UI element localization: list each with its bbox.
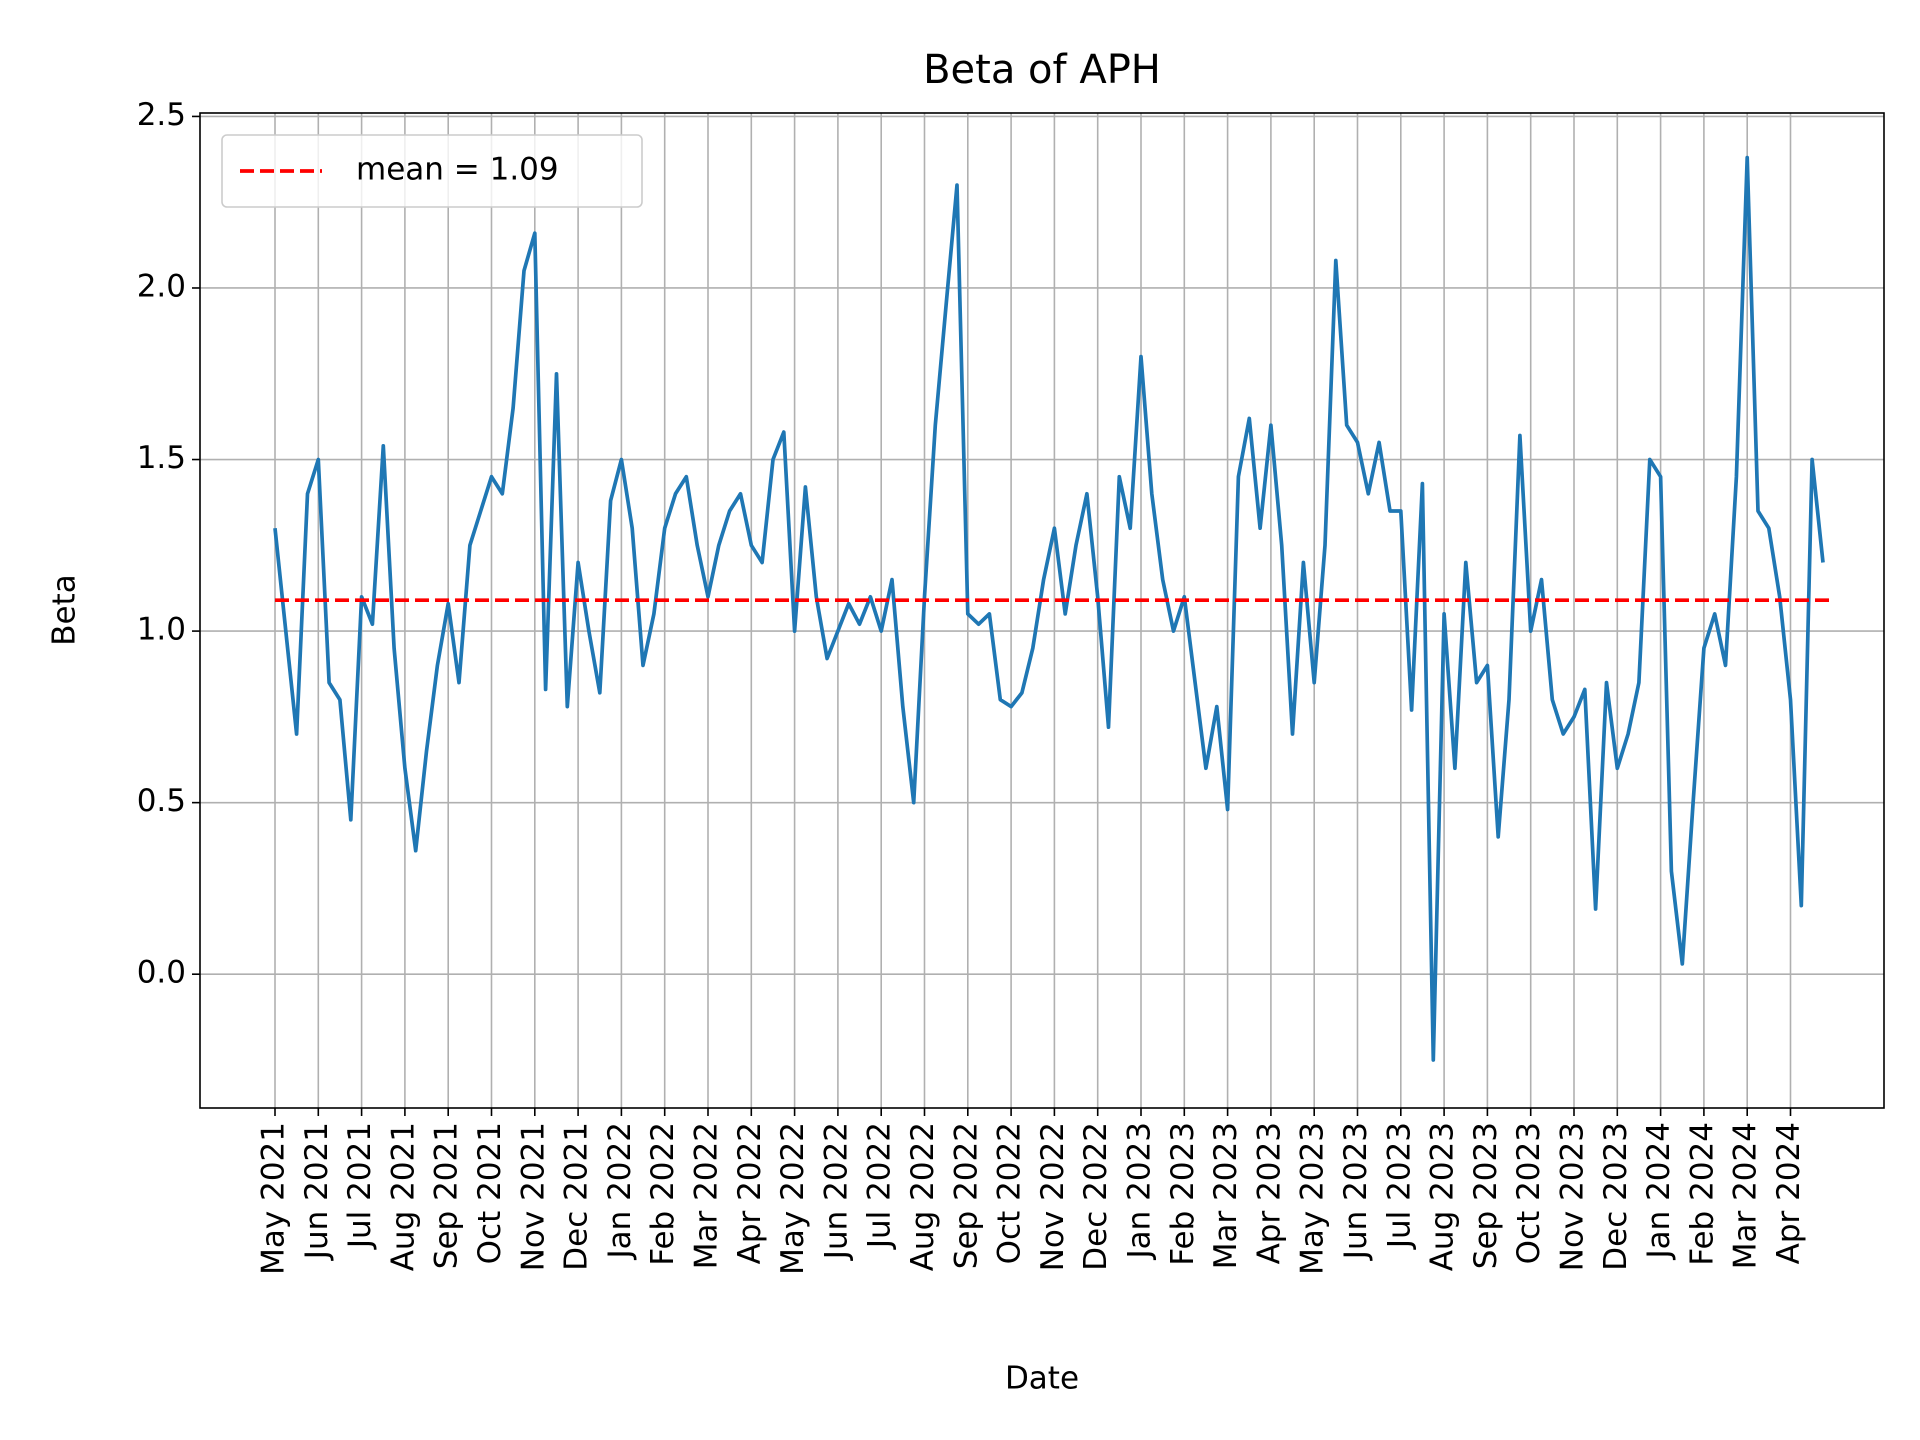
- x-tick-label: Oct 2021: [472, 1122, 508, 1264]
- data-line: [273, 155, 1825, 1062]
- x-tick-label: Mar 2022: [689, 1122, 725, 1269]
- x-tick-label: Aug 2023: [1425, 1122, 1461, 1271]
- x-tick-label: Jul 2023: [1381, 1122, 1417, 1250]
- x-tick-label: May 2023: [1295, 1122, 1331, 1275]
- x-tick-label: Dec 2022: [1078, 1122, 1114, 1271]
- x-tick-label: Jun 2023: [1338, 1122, 1374, 1261]
- y-axis-label: Beta: [47, 574, 83, 646]
- x-tick-label: Jul 2021: [342, 1122, 378, 1250]
- x-tick-label: Sep 2022: [948, 1122, 984, 1269]
- x-tick-label: Sep 2021: [429, 1122, 465, 1269]
- x-tick-label: Mar 2023: [1208, 1122, 1244, 1269]
- x-tick-label: Apr 2024: [1771, 1122, 1807, 1264]
- x-tick-label: Jul 2022: [862, 1122, 898, 1250]
- x-tick-label: Feb 2022: [645, 1122, 681, 1266]
- x-tick-label: Nov 2022: [1035, 1122, 1071, 1271]
- x-tick-label: Aug 2021: [385, 1122, 421, 1271]
- y-tick-label: 1.5: [137, 440, 186, 476]
- legend-label: mean = 1.09: [356, 152, 559, 188]
- legend-box: [221, 134, 643, 208]
- y-tick-label: 2.5: [137, 97, 186, 133]
- x-tick-label: Feb 2024: [1684, 1122, 1720, 1266]
- x-tick-label: Dec 2021: [559, 1122, 595, 1271]
- x-tick-label: Oct 2022: [992, 1122, 1028, 1264]
- x-tick-label: Mar 2024: [1728, 1122, 1764, 1269]
- x-tick-label: Nov 2023: [1555, 1122, 1591, 1271]
- x-tick-label: Feb 2023: [1165, 1122, 1201, 1266]
- x-tick-label: May 2021: [256, 1122, 292, 1275]
- x-tick-label: Nov 2021: [515, 1122, 551, 1271]
- x-tick-label: Apr 2022: [732, 1122, 768, 1264]
- y-tick-label: 0.0: [137, 955, 186, 991]
- chart-title: Beta of APH: [923, 47, 1161, 93]
- plot-frame: [199, 112, 1885, 1109]
- x-tick-label: Jan 2024: [1641, 1122, 1677, 1261]
- x-tick-label: Jan 2023: [1122, 1122, 1158, 1261]
- x-tick-label: Oct 2023: [1511, 1122, 1547, 1264]
- x-tick-label: Jun 2021: [299, 1122, 335, 1261]
- x-tick-label: Jan 2022: [602, 1122, 638, 1261]
- y-tick-label: 1.0: [137, 612, 186, 648]
- x-tick-label: Aug 2022: [905, 1122, 941, 1271]
- x-tick-label: Jun 2022: [818, 1122, 854, 1261]
- x-tick-label: Apr 2023: [1251, 1122, 1287, 1264]
- x-tick-label: Dec 2023: [1598, 1122, 1634, 1271]
- y-tick-label: 2.0: [137, 268, 186, 304]
- x-tick-label: Sep 2023: [1468, 1122, 1504, 1269]
- x-axis-label: Date: [1005, 1361, 1079, 1397]
- y-tick-label: 0.5: [137, 783, 186, 819]
- x-tick-label: May 2022: [775, 1122, 811, 1275]
